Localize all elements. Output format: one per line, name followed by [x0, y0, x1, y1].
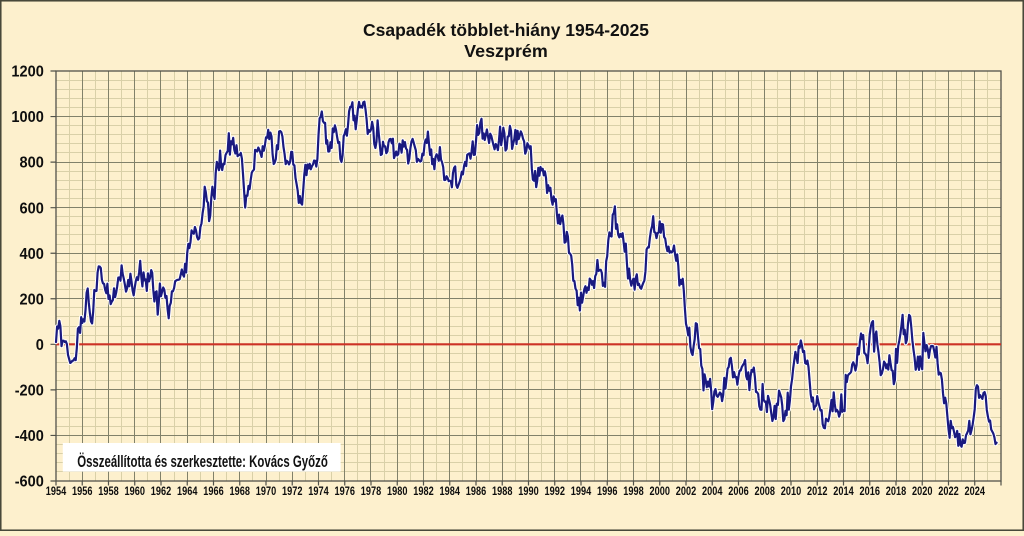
svg-text:1972: 1972	[282, 486, 302, 498]
svg-text:-600: -600	[15, 474, 44, 491]
svg-text:Összeállította és szerkesztett: Összeállította és szerkesztette: Kovács …	[77, 452, 328, 471]
svg-text:1996: 1996	[597, 486, 617, 498]
svg-text:1988: 1988	[492, 486, 513, 498]
svg-text:1976: 1976	[335, 486, 355, 498]
svg-text:Csapadék többlet-hiány 1954-20: Csapadék többlet-hiány 1954-2025	[363, 20, 649, 40]
svg-text:2002: 2002	[676, 486, 696, 498]
svg-text:1968: 1968	[230, 486, 251, 498]
svg-text:2024: 2024	[965, 486, 986, 498]
svg-text:2006: 2006	[728, 486, 748, 498]
svg-text:800: 800	[20, 155, 44, 172]
svg-text:1978: 1978	[361, 486, 382, 498]
svg-text:1956: 1956	[72, 486, 92, 498]
svg-text:1974: 1974	[308, 486, 329, 498]
svg-text:2020: 2020	[912, 486, 932, 498]
svg-text:1000: 1000	[11, 109, 43, 126]
svg-text:Veszprém: Veszprém	[464, 41, 548, 61]
svg-text:1954: 1954	[46, 486, 67, 498]
svg-text:1970: 1970	[256, 486, 276, 498]
svg-text:1992: 1992	[545, 486, 565, 498]
svg-text:-400: -400	[15, 428, 44, 445]
svg-text:-200: -200	[15, 383, 44, 400]
svg-text:2022: 2022	[938, 486, 958, 498]
svg-text:1200: 1200	[11, 64, 43, 81]
svg-text:600: 600	[20, 200, 44, 217]
svg-text:2012: 2012	[807, 486, 827, 498]
svg-text:2010: 2010	[781, 486, 801, 498]
svg-text:1980: 1980	[387, 486, 407, 498]
svg-text:2008: 2008	[755, 486, 776, 498]
svg-text:1990: 1990	[518, 486, 538, 498]
svg-text:1982: 1982	[413, 486, 433, 498]
svg-text:2000: 2000	[650, 486, 670, 498]
svg-text:1958: 1958	[98, 486, 119, 498]
svg-text:1986: 1986	[466, 486, 486, 498]
svg-text:2016: 2016	[860, 486, 880, 498]
svg-text:2004: 2004	[702, 486, 723, 498]
svg-text:1994: 1994	[571, 486, 592, 498]
svg-text:2014: 2014	[833, 486, 854, 498]
svg-text:1998: 1998	[623, 486, 644, 498]
svg-text:0: 0	[36, 337, 44, 354]
svg-text:1960: 1960	[125, 486, 145, 498]
svg-text:1966: 1966	[203, 486, 223, 498]
svg-text:200: 200	[20, 291, 44, 308]
svg-text:1964: 1964	[177, 486, 198, 498]
svg-text:400: 400	[20, 246, 44, 263]
svg-text:1984: 1984	[440, 486, 461, 498]
svg-text:2018: 2018	[886, 486, 907, 498]
svg-text:1962: 1962	[151, 486, 171, 498]
